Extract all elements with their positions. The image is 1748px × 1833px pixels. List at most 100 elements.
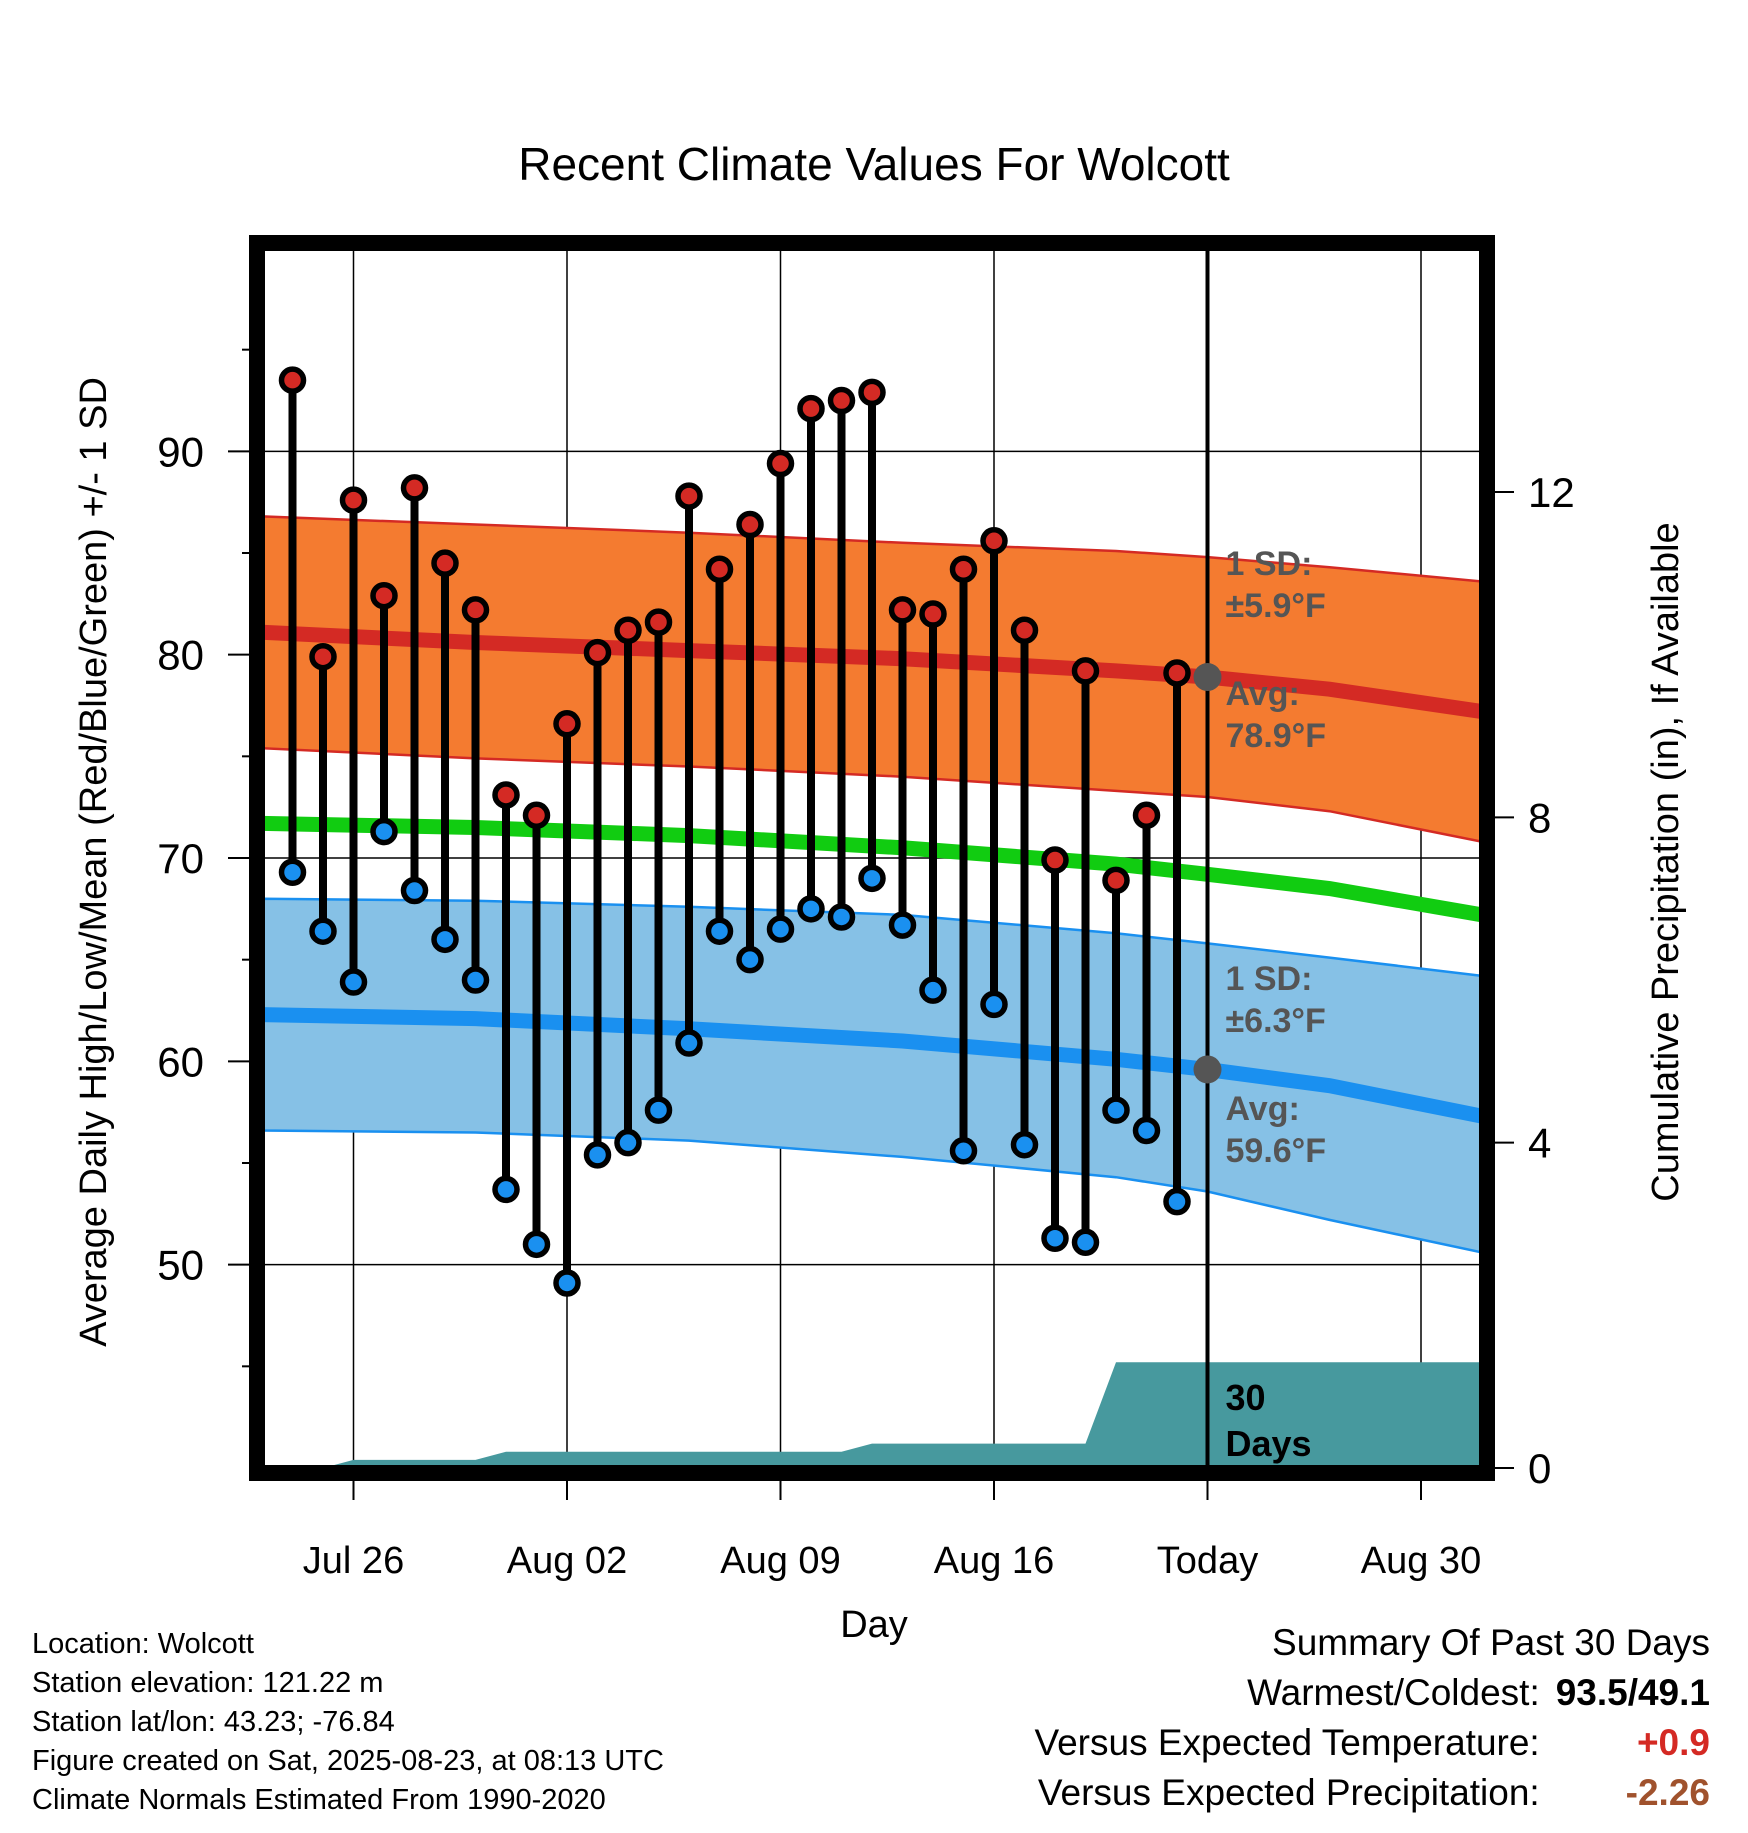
high-point: [797, 394, 825, 423]
low-point: [675, 1029, 703, 1057]
low-point: [1071, 1228, 1100, 1257]
high-avg-label: Avg:: [1226, 675, 1300, 713]
high-point: [492, 781, 520, 809]
x-tick-label: Aug 30: [1361, 1540, 1481, 1582]
summary-temp-row: Versus Expected Temperature: +0.9: [1034, 1718, 1710, 1768]
y2-tick-label: 8: [1528, 794, 1551, 841]
created-text: Figure created on Sat, 2025-08-23, at 08…: [32, 1745, 664, 1777]
low-point: [919, 976, 947, 1004]
high-point: [675, 482, 703, 510]
y-tick-label: 90: [157, 428, 204, 475]
low-point: [1132, 1116, 1161, 1145]
y2-tick-label: 4: [1528, 1120, 1551, 1167]
high-point: [1010, 616, 1039, 645]
x-tick-label: Aug 16: [934, 1540, 1054, 1582]
high-point: [919, 600, 947, 628]
low-point: [705, 917, 734, 945]
x-tick-label: Aug 02: [507, 1540, 627, 1582]
precip-window-label: 30: [1226, 1377, 1266, 1418]
high-point: [370, 581, 398, 610]
summary-warmest-row: Warmest/Coldest: 93.5/49.1: [1034, 1668, 1710, 1718]
low-point: [278, 858, 307, 886]
location-text: Location: Wolcott: [32, 1628, 254, 1660]
low-avg-value: 59.6°F: [1226, 1132, 1327, 1170]
station-info: Location: Wolcott Station elevation: 121…: [32, 1625, 664, 1820]
temp-diff-value: +0.9: [1636, 1722, 1710, 1763]
low-point: [949, 1137, 978, 1165]
low-point: [1041, 1224, 1069, 1252]
y-tick-label: 70: [157, 835, 204, 882]
precip-diff-label: Versus Expected Precipitation:: [1037, 1772, 1540, 1813]
high-point: [1071, 657, 1100, 685]
temp-diff-label: Versus Expected Temperature:: [1034, 1722, 1540, 1763]
warmest-value: 93.5/49.1: [1555, 1672, 1710, 1713]
precip-diff-value: -2.26: [1625, 1772, 1710, 1813]
summary-precip-row: Versus Expected Precipitation: -2.26: [1034, 1768, 1710, 1818]
high-point: [827, 386, 856, 415]
low-point: [1010, 1130, 1039, 1159]
y-tick-label: 80: [157, 632, 204, 679]
high-point: [278, 366, 307, 394]
low-point: [797, 895, 825, 923]
low-point: [339, 968, 368, 996]
low-point: [1163, 1187, 1191, 1216]
high-point: [614, 616, 642, 645]
precip-area: [262, 1362, 1482, 1468]
high-point: [1163, 659, 1191, 687]
y-tick-label: 50: [157, 1242, 204, 1289]
low-point: [431, 925, 459, 954]
high-point: [522, 801, 551, 830]
high-point: [888, 596, 917, 624]
y-axis-label: Average Daily High/Low/Mean (Red/Blue/Gr…: [73, 377, 115, 1347]
low-point: [827, 903, 856, 931]
y2-tick-label: 0: [1528, 1445, 1551, 1492]
precip-window-label: Days: [1226, 1423, 1312, 1464]
chart-title: Recent Climate Values For Wolcott: [518, 138, 1230, 190]
low-point: [553, 1269, 581, 1297]
high-point: [1102, 866, 1130, 895]
high-point: [705, 555, 734, 584]
high-point: [1132, 801, 1161, 830]
normals-text: Climate Normals Estimated From 1990-2020: [32, 1784, 606, 1816]
x-axis-label: Day: [840, 1604, 908, 1646]
today-high-normal-marker: [1193, 663, 1222, 692]
low-point: [461, 966, 490, 994]
low-sd-value: ±6.3°F: [1226, 1002, 1326, 1040]
high-point: [949, 555, 978, 584]
high-point: [583, 638, 612, 667]
high-point: [736, 510, 764, 539]
low-point: [980, 990, 1008, 1019]
normal-mean-line: [261, 815, 1484, 923]
low-point: [1102, 1096, 1130, 1124]
low-point: [583, 1141, 612, 1169]
x-tick-label: Today: [1157, 1540, 1258, 1582]
high-sd-label: 1 SD:: [1226, 545, 1313, 583]
high-point: [858, 378, 886, 407]
y2-tick-label: 12: [1528, 469, 1575, 516]
low-point: [736, 945, 764, 974]
low-point: [522, 1230, 551, 1259]
plot-frame: [249, 235, 1495, 1481]
high-point: [553, 710, 581, 738]
low-point: [858, 864, 886, 893]
high-point: [1041, 846, 1069, 874]
high-avg-value: 78.9°F: [1226, 717, 1327, 755]
summary-title: Summary Of Past 30 Days: [1272, 1622, 1710, 1663]
y-tick-label: 60: [157, 1038, 204, 1085]
low-point: [614, 1128, 642, 1157]
high-point: [766, 449, 795, 478]
high-point: [431, 549, 459, 577]
y2-axis-label: Cumulative Precipitation (in), If Availa…: [1645, 522, 1687, 1201]
summary-panel: Summary Of Past 30 Days Warmest/Coldest:…: [1034, 1618, 1710, 1818]
low-point: [644, 1096, 673, 1124]
high-sd-value: ±5.9°F: [1226, 587, 1326, 625]
low-point: [492, 1175, 520, 1204]
low-point: [400, 876, 429, 905]
low-sd-label: 1 SD:: [1226, 960, 1313, 998]
high-point: [309, 642, 337, 671]
warmest-label: Warmest/Coldest:: [1247, 1672, 1540, 1713]
high-point: [644, 608, 673, 636]
low-point: [370, 817, 398, 846]
low-point: [766, 915, 795, 943]
